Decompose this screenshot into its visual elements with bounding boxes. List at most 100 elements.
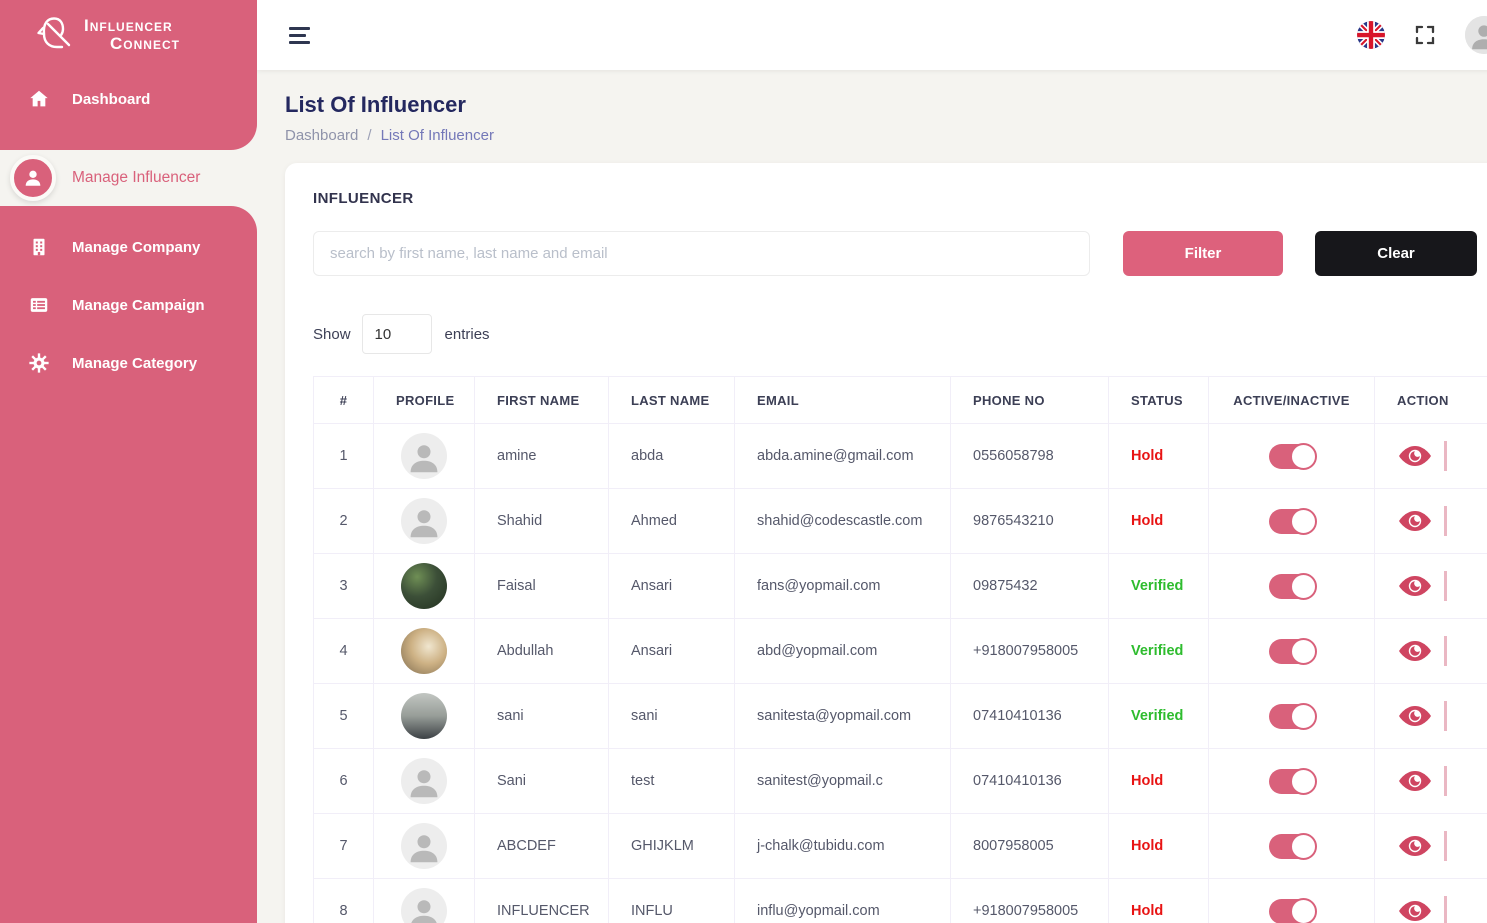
- column-header: PROFILE: [373, 376, 475, 424]
- table-row: 2 Shahid Ahmed shahid@codescastle.com 98…: [313, 488, 1487, 554]
- gear-icon: [28, 352, 50, 374]
- phone-cell: 9876543210: [950, 488, 1109, 554]
- sidebar-item-label: Manage Influencer: [72, 169, 201, 186]
- row-number: 8: [313, 878, 374, 923]
- email-cell: abd@yopmail.com: [734, 618, 951, 684]
- column-header: ACTIVE/INACTIVE: [1208, 376, 1375, 424]
- view-button[interactable]: [1396, 833, 1434, 859]
- view-button[interactable]: [1396, 703, 1434, 729]
- last-name-cell: INFLU: [608, 878, 735, 923]
- view-button[interactable]: [1396, 898, 1434, 923]
- main-area: List Of Influencer Dashboard / List Of I…: [257, 0, 1487, 923]
- sidebar-item-label: Manage Campaign: [72, 296, 205, 314]
- breadcrumb: Dashboard / List Of Influencer: [285, 127, 1487, 144]
- panel-heading: INFLUENCER: [313, 190, 414, 207]
- profile-avatar: [401, 498, 447, 544]
- sidebar-item-manage-campaign[interactable]: Manage Campaign: [0, 276, 257, 334]
- breadcrumb-current: List Of Influencer: [380, 127, 494, 144]
- user-avatar[interactable]: [1465, 16, 1487, 54]
- profile-avatar: [401, 758, 447, 804]
- sidebar-bottom-block: Manage Company Manage Campaign: [0, 206, 257, 923]
- influencer-table-wrap: # PROFILE FIRST NAME LAST NAME EMAIL PHONE NO…: [313, 376, 1487, 923]
- entries-input[interactable]: [361, 314, 432, 354]
- active-toggle[interactable]: [1268, 832, 1317, 860]
- view-button[interactable]: [1396, 508, 1434, 534]
- row-number: 3: [313, 553, 374, 619]
- status-badge: Verified: [1108, 553, 1209, 619]
- profile-cell: [373, 748, 475, 814]
- table-row: 6 Sani test sanitest@yopmail.c 074104101…: [313, 748, 1487, 814]
- active-toggle[interactable]: [1268, 637, 1317, 665]
- first-name-cell: Abdullah: [474, 618, 609, 684]
- search-input[interactable]: [313, 231, 1090, 276]
- last-name-cell: sani: [608, 683, 735, 749]
- influencer-panel: INFLUENCER Filter Clear Show entries: [285, 163, 1487, 923]
- status-badge: Verified: [1108, 618, 1209, 684]
- sidebar-item-manage-company[interactable]: Manage Company: [0, 218, 257, 276]
- action-divider: [1444, 506, 1448, 536]
- breadcrumb-dashboard[interactable]: Dashboard: [285, 127, 359, 144]
- status-badge: Hold: [1108, 423, 1209, 489]
- row-number: 1: [313, 423, 374, 489]
- action-divider: [1444, 766, 1448, 796]
- view-button[interactable]: [1396, 638, 1434, 664]
- action-cell: [1374, 618, 1487, 684]
- profile-cell: [373, 683, 475, 749]
- filter-row: Filter Clear: [313, 231, 1477, 276]
- view-button[interactable]: [1396, 573, 1434, 599]
- action-divider: [1444, 831, 1448, 861]
- email-cell: influ@yopmail.com: [734, 878, 951, 923]
- active-toggle[interactable]: [1268, 702, 1317, 730]
- view-button[interactable]: [1396, 443, 1434, 469]
- table-row: 1 amine abda abda.amine@gmail.com 055605…: [313, 423, 1487, 489]
- uk-flag-icon[interactable]: [1357, 21, 1385, 49]
- profile-avatar: [401, 888, 447, 923]
- profile-avatar: [401, 563, 447, 609]
- sidebar-item-label: Manage Category: [72, 354, 198, 372]
- profile-cell: [373, 553, 475, 619]
- brand-name: Influencer Connect: [84, 16, 180, 53]
- table-body: 1 amine abda abda.amine@gmail.com 055605…: [313, 423, 1487, 923]
- row-number: 6: [313, 748, 374, 814]
- profile-cell: [373, 878, 475, 923]
- menu-icon[interactable]: [285, 23, 314, 48]
- clear-button[interactable]: Clear: [1315, 231, 1477, 276]
- phone-cell: +918007958005: [950, 878, 1109, 923]
- home-icon: [28, 88, 50, 110]
- active-toggle[interactable]: [1268, 897, 1317, 923]
- action-divider: [1444, 571, 1448, 601]
- app-logo: Influencer Connect: [0, 0, 257, 70]
- active-toggle-cell: [1208, 683, 1375, 749]
- active-toggle-cell: [1208, 488, 1375, 554]
- table-row: 3 Faisal Ansari fans@yopmail.com 0987543…: [313, 553, 1487, 619]
- first-name-cell: Shahid: [474, 488, 609, 554]
- action-cell: [1374, 553, 1487, 619]
- first-name-cell: sani: [474, 683, 609, 749]
- last-name-cell: Ansari: [608, 553, 735, 619]
- active-toggle[interactable]: [1268, 442, 1317, 470]
- view-button[interactable]: [1396, 768, 1434, 794]
- phone-cell: +918007958005: [950, 618, 1109, 684]
- filter-button[interactable]: Filter: [1123, 231, 1283, 276]
- profile-avatar: [401, 823, 447, 869]
- sidebar-item-dashboard[interactable]: Dashboard: [0, 70, 257, 128]
- first-name-cell: Faisal: [474, 553, 609, 619]
- first-name-cell: Sani: [474, 748, 609, 814]
- active-toggle[interactable]: [1268, 767, 1317, 795]
- table-row: 4 Abdullah Ansari abd@yopmail.com +91800…: [313, 618, 1487, 684]
- profile-cell: [373, 813, 475, 879]
- last-name-cell: Ansari: [608, 618, 735, 684]
- profile-avatar: [401, 628, 447, 674]
- action-cell: [1374, 683, 1487, 749]
- sidebar-item-manage-category[interactable]: Manage Category: [0, 334, 257, 392]
- last-name-cell: abda: [608, 423, 735, 489]
- active-toggle[interactable]: [1268, 507, 1317, 535]
- action-divider: [1444, 441, 1448, 471]
- active-toggle[interactable]: [1268, 572, 1317, 600]
- table-row: 7 ABCDEF GHIJKLM j-chalk@tubidu.com 8007…: [313, 813, 1487, 879]
- sidebar-top-block: Influencer Connect Dashboard: [0, 0, 257, 150]
- fullscreen-icon[interactable]: [1413, 23, 1437, 47]
- sidebar-item-manage-influencer[interactable]: Manage Influencer: [0, 150, 257, 206]
- column-header: FIRST NAME: [474, 376, 609, 424]
- email-cell: sanitesta@yopmail.com: [734, 683, 951, 749]
